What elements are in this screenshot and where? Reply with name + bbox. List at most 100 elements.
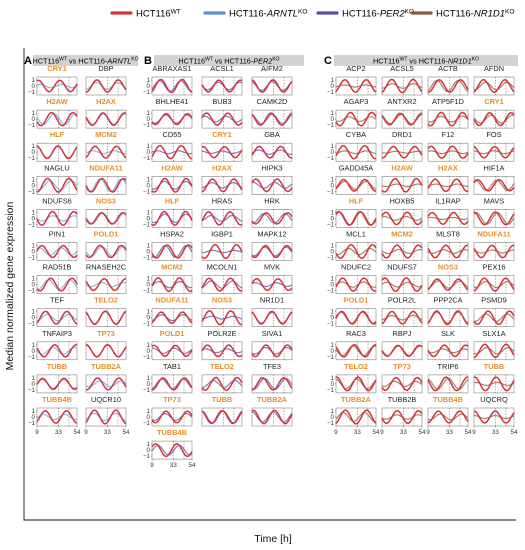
y-tick-label: 1 (32, 375, 36, 382)
y-tick-label: −1 (327, 387, 335, 394)
gene-label: MCM2 (161, 263, 183, 272)
series-line-wt (335, 310, 377, 325)
gene-label: NDUFA11 (477, 230, 510, 239)
series-line-wt (427, 111, 469, 127)
series-line-ko (473, 150, 515, 155)
mini-plot: HIF1A (473, 163, 515, 195)
plot-frame (473, 76, 515, 96)
legend-label-sup: WT (171, 8, 181, 15)
legend-label: HCT116-NR1D1KO (436, 8, 514, 20)
gene-label: NR1D1 (260, 296, 284, 305)
gene-label: HIPK3 (261, 163, 282, 172)
panel-header-bar (334, 55, 518, 66)
gene-label: TFE3 (263, 362, 281, 371)
series-line-wt (381, 244, 423, 259)
y-tick-label: 0 (32, 116, 36, 123)
gene-label: TUBB4B (42, 395, 72, 404)
mini-plot: SLK (427, 329, 469, 361)
y-tick-label: 0 (331, 348, 335, 355)
mini-plot: MCM2 10−1 (143, 263, 193, 295)
mini-plot: NDUFC2 10−1 (327, 263, 377, 295)
mini-plot: CRY1 10−1 (28, 64, 78, 96)
mini-plot: POLR2E (201, 329, 243, 361)
series-line-wt (473, 211, 515, 226)
series-line-wt (201, 409, 243, 425)
plot-frame (251, 308, 293, 327)
mini-plot: HRK (251, 196, 293, 228)
series-line-wt (381, 177, 423, 193)
mini-plot: HLF 10−1 (143, 196, 193, 228)
series-line-wt (251, 310, 293, 325)
gene-label: NAGLU (44, 163, 69, 172)
series-line-wt (473, 244, 515, 259)
y-tick-label: 1 (147, 309, 151, 316)
series-line-wt (427, 278, 469, 291)
gene-label: AIFM2 (261, 64, 283, 73)
gene-label: TP73 (97, 329, 115, 338)
y-tick-label: 0 (331, 249, 335, 256)
y-tick-label: 1 (147, 441, 151, 448)
series-line-wt (251, 409, 293, 425)
series-line-wt (381, 344, 423, 358)
series-line-wt (335, 178, 376, 192)
series-line-wt (151, 277, 193, 293)
series-line-wt (427, 178, 469, 193)
y-tick-label: −1 (327, 155, 335, 162)
mini-plot: NDUFA11 10−1 (143, 296, 193, 328)
series-line-wt (36, 310, 78, 325)
y-tick-label: −1 (327, 354, 335, 361)
plot-frame (381, 341, 423, 361)
mini-plot: PEX16 (473, 263, 515, 294)
y-tick-label: −1 (327, 188, 335, 195)
y-tick-label: −1 (28, 354, 36, 361)
mini-plot: DBP (85, 64, 127, 96)
series-line-wt (36, 410, 78, 424)
y-tick-label: 1 (147, 276, 151, 283)
y-tick-label: −1 (143, 122, 151, 129)
y-tick-label: 1 (32, 243, 36, 250)
gene-label: NDUFC2 (341, 263, 371, 272)
legend-item: HCT116-NR1D1KO (410, 8, 514, 20)
gene-label: NOS3 (438, 263, 458, 272)
series-line-wt (201, 344, 243, 358)
y-tick-label: 1 (331, 342, 335, 349)
series-line-wt (85, 244, 127, 259)
y-tick-label: 0 (147, 116, 151, 123)
mini-plot: CRY1 (473, 97, 515, 129)
legend-label-sup: KO (405, 8, 414, 15)
series-line-wt (335, 409, 377, 425)
series-line-ko (201, 214, 243, 222)
legend-label-base: HCT116- (342, 9, 380, 20)
y-tick-label: 1 (32, 408, 36, 415)
gene-label: MCL1 (346, 230, 366, 239)
gene-label: H2AX (96, 97, 116, 106)
series-line-ko (335, 345, 377, 357)
series-line-wt (36, 177, 78, 193)
legend-label-sup: KO (505, 8, 514, 15)
mini-plot: MCL1 10−1 (327, 230, 377, 262)
gene-label: POLR2E (207, 329, 236, 338)
mini-plot: UQCR10 9 33 54 (84, 395, 130, 436)
legend-item: HCT116-ARNTLKO (203, 8, 307, 20)
gene-label: SLX1A (482, 329, 505, 338)
plot-frame (427, 275, 469, 294)
mini-plot: IGBP1 (201, 230, 243, 261)
gene-label: POLD1 (94, 230, 119, 239)
x-tick-label: 9 (426, 429, 430, 436)
plot-frame (36, 374, 78, 394)
gene-label: ACSL5 (390, 64, 413, 73)
y-tick-label: −1 (143, 89, 151, 96)
panel-B: B HCT116WT vs HCT116-PER2KOABRAXAS110−1AC… (143, 55, 304, 469)
gene-label: MAVS (484, 196, 504, 205)
x-tick-label: 9 (35, 429, 39, 436)
y-tick-label: 1 (331, 276, 335, 283)
gene-label: HRAS (212, 196, 233, 205)
y-tick-label: 0 (32, 315, 36, 322)
mini-plot: ANTXR2 (381, 97, 423, 129)
series-line-wt (85, 177, 127, 193)
gene-label: MCM2 (391, 230, 413, 239)
mini-plot: NOS3 (85, 196, 127, 228)
x-tick-label: 33 (446, 429, 453, 436)
panel-header-text: HCT116WT vs HCT116-ARNTLKO (33, 57, 139, 66)
y-tick-label: −1 (143, 221, 151, 228)
